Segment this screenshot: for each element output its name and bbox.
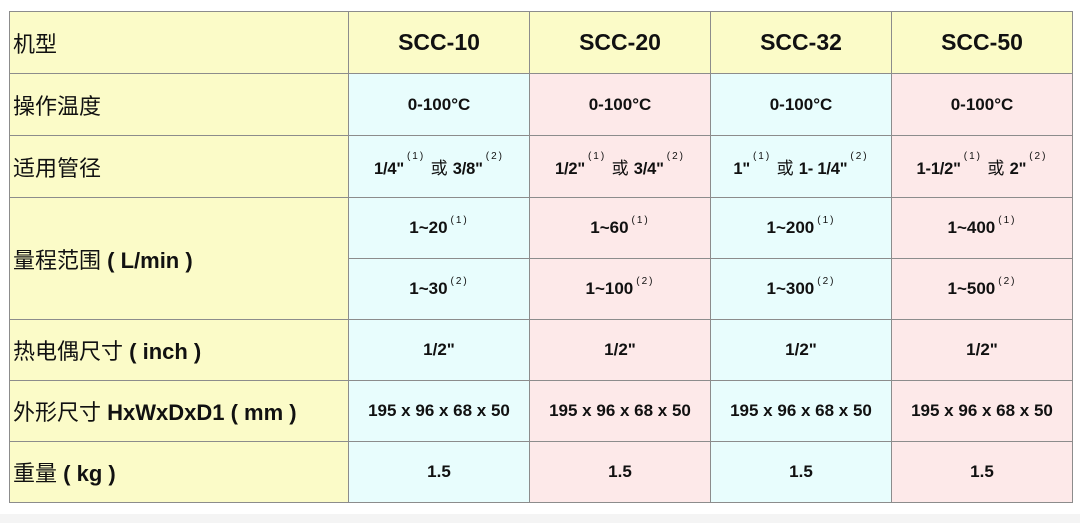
range-label-unit: ( L/min ) bbox=[107, 247, 193, 273]
thermocouple-row: 热电偶尺寸 ( inch ) 1/2" 1/2" 1/2" 1/2" bbox=[9, 319, 1073, 381]
footnote-marker: (2) bbox=[817, 276, 836, 287]
pipe-size-a: 1" bbox=[733, 160, 750, 178]
model-scc-50: SCC-50 bbox=[891, 11, 1073, 74]
range-value: 1~300 bbox=[766, 279, 815, 298]
dimensions-row: 外形尺寸 HxWxDxD1 ( mm ) 195 x 96 x 68 x 50 … bbox=[9, 380, 1073, 442]
range-value: 1~100 bbox=[585, 279, 634, 298]
range-value: 1~400 bbox=[947, 218, 996, 237]
footnote-marker: (1) bbox=[998, 215, 1017, 226]
footnote-marker: (1) bbox=[406, 151, 426, 162]
range-value: 1~200 bbox=[766, 218, 815, 237]
or-text: 或 bbox=[987, 159, 1005, 178]
pipe-size-a: 1-1/2" bbox=[916, 160, 961, 178]
or-text: 或 bbox=[611, 159, 629, 178]
weight-cell: 1.5 bbox=[348, 441, 530, 503]
footnote-marker: (2) bbox=[850, 151, 869, 162]
temperature-cell: 0-100°C bbox=[529, 73, 711, 136]
pipe-size-b: 2" bbox=[1009, 160, 1027, 178]
footnote-marker: (2) bbox=[636, 276, 655, 287]
footnote-marker: (1) bbox=[817, 215, 836, 226]
dimensions-cell: 195 x 96 x 68 x 50 bbox=[891, 380, 1073, 442]
pipe-label: 适用管径 bbox=[9, 135, 349, 198]
footnote-marker: (2) bbox=[998, 276, 1017, 287]
footnote-marker: (2) bbox=[1029, 151, 1048, 162]
thermocouple-label: 热电偶尺寸 ( inch ) bbox=[9, 319, 349, 381]
or-text: 或 bbox=[430, 159, 448, 178]
or-text: 或 bbox=[776, 159, 794, 178]
dimensions-label-cn: 外形尺寸 bbox=[13, 400, 102, 425]
footnote-marker: (1) bbox=[450, 215, 469, 226]
footnote-marker: (1) bbox=[587, 151, 607, 162]
model-scc-20: SCC-20 bbox=[529, 11, 711, 74]
pipe-cell: 1/4"(1) 或 3/8"(2) bbox=[348, 135, 530, 198]
pipe-cell: 1-1/2"(1) 或 2"(2) bbox=[891, 135, 1073, 198]
temperature-cell: 0-100°C bbox=[710, 73, 892, 136]
thermocouple-cell: 1/2" bbox=[891, 319, 1073, 381]
range-value: 1~20 bbox=[409, 218, 448, 237]
header-row: 机型 SCC-10 SCC-20 SCC-32 SCC-50 bbox=[9, 11, 1073, 74]
weight-label-cn: 重量 bbox=[13, 461, 58, 486]
pipe-size-b: 1- 1/4" bbox=[798, 160, 848, 178]
footnote-marker: (1) bbox=[963, 151, 983, 162]
pipe-size-b: 3/8" bbox=[452, 160, 483, 178]
pipe-size-a: 1/2" bbox=[555, 160, 585, 178]
temperature-cell: 0-100°C bbox=[348, 73, 530, 136]
range-cell: 1~60 (1) bbox=[529, 197, 711, 259]
range-row-2: 1~30 (2) 1~100 (2) 1~300 (2) 1~500 (2) bbox=[10, 258, 1073, 320]
temperature-label: 操作温度 bbox=[9, 73, 349, 136]
pipe-size-b: 3/4" bbox=[633, 160, 664, 178]
weight-cell: 1.5 bbox=[710, 441, 892, 503]
range-cell: 1~30 (2) bbox=[348, 258, 530, 320]
weight-label: 重量 ( kg ) bbox=[9, 441, 349, 503]
dimensions-label-unit: HxWxDxD1 ( mm ) bbox=[107, 400, 297, 425]
range-cell: 1~20 (1) bbox=[348, 197, 530, 259]
range-cell: 1~100 (2) bbox=[529, 258, 711, 320]
footnote-marker: (1) bbox=[752, 151, 772, 162]
range-label-cn: 量程范围 bbox=[13, 247, 102, 273]
model-scc-10: SCC-10 bbox=[348, 11, 530, 74]
range-cell: 1~300 (2) bbox=[710, 258, 892, 320]
range-cell: 1~500 (2) bbox=[891, 258, 1073, 320]
dimensions-label: 外形尺寸 HxWxDxD1 ( mm ) bbox=[9, 380, 349, 442]
thermocouple-label-cn: 热电偶尺寸 bbox=[13, 339, 124, 364]
pipe-size-a: 1/4" bbox=[374, 160, 404, 178]
thermocouple-cell: 1/2" bbox=[710, 319, 892, 381]
range-value: 1~500 bbox=[947, 279, 996, 298]
range-cell: 1~400 (1) bbox=[891, 197, 1073, 259]
pipe-row: 适用管径 1/4"(1) 或 3/8"(2) 1/2"(1) 或 3/4"(2)… bbox=[9, 135, 1073, 198]
model-label: 机型 bbox=[9, 11, 349, 74]
thermocouple-cell: 1/2" bbox=[348, 319, 530, 381]
spec-table: 机型 SCC-10 SCC-20 SCC-32 SCC-50 操作温度 0-10… bbox=[9, 11, 1073, 503]
temperature-cell: 0-100°C bbox=[891, 73, 1073, 136]
thermocouple-label-unit: ( inch ) bbox=[129, 339, 202, 364]
pipe-cell: 1/2"(1) 或 3/4"(2) bbox=[529, 135, 711, 198]
thermocouple-cell: 1/2" bbox=[529, 319, 711, 381]
spec-table-container: 机型 SCC-10 SCC-20 SCC-32 SCC-50 操作温度 0-10… bbox=[9, 11, 1073, 503]
weight-cell: 1.5 bbox=[891, 441, 1073, 503]
temperature-row: 操作温度 0-100°C 0-100°C 0-100°C 0-100°C bbox=[9, 73, 1073, 136]
dimensions-cell: 195 x 96 x 68 x 50 bbox=[348, 380, 530, 442]
footnote-marker: (2) bbox=[666, 151, 685, 162]
model-scc-32: SCC-32 bbox=[710, 11, 892, 74]
footnote-marker: (2) bbox=[485, 151, 504, 162]
weight-row: 重量 ( kg ) 1.5 1.5 1.5 1.5 bbox=[9, 441, 1073, 503]
range-cell: 1~200 (1) bbox=[710, 197, 892, 259]
range-label: 量程范围 ( L/min ) bbox=[9, 197, 349, 320]
pipe-cell: 1"(1) 或 1- 1/4"(2) bbox=[710, 135, 892, 198]
footnote-marker: (1) bbox=[631, 215, 650, 226]
footnote-marker: (2) bbox=[450, 276, 469, 287]
range-value: 1~60 bbox=[590, 218, 629, 237]
range-row-1: 量程范围 ( L/min ) 1~20 (1) 1~60 (1) 1~200 (1) … bbox=[9, 197, 1073, 320]
dimensions-cell: 195 x 96 x 68 x 50 bbox=[529, 380, 711, 442]
range-value: 1~30 bbox=[409, 279, 448, 298]
dimensions-cell: 195 x 96 x 68 x 50 bbox=[710, 380, 892, 442]
weight-label-unit: ( kg ) bbox=[63, 461, 116, 486]
weight-cell: 1.5 bbox=[529, 441, 711, 503]
page-bottom-strip bbox=[0, 514, 1080, 523]
